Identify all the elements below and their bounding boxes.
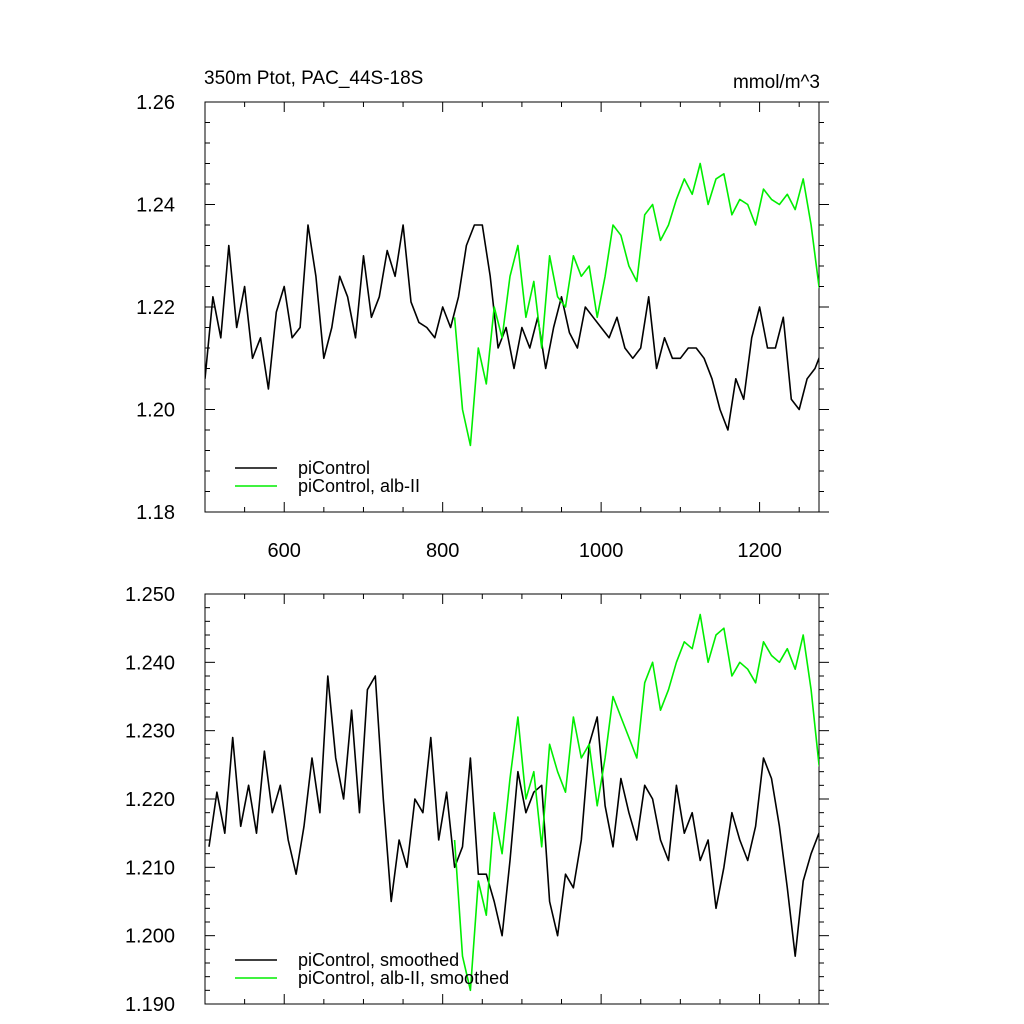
bottom-legend-label: piControl, smoothed (298, 950, 459, 970)
bottom-ytick-label: 1.220 (125, 789, 175, 811)
top-ytick-label: 1.24 (136, 195, 175, 217)
top-title-left: 350m Ptot, PAC_44S-18S (204, 68, 423, 89)
bottom-ytick-label: 1.230 (125, 721, 175, 743)
top-title-right: mmol/m^3 (733, 72, 820, 93)
top-series-black-line (205, 224, 819, 431)
bottom-series-green-line (453, 613, 819, 992)
top-ytick-label: 1.26 (136, 92, 175, 114)
bottom-plot-frame (204, 593, 820, 1005)
top-xtick-label: 1200 (737, 540, 782, 562)
top-ytick-label: 1.18 (136, 502, 175, 524)
top-panel: 350m Ptot, PAC_44S-18S mmol/m^3 600 800 10… (136, 68, 829, 562)
bottom-ytick-label: 1.250 (125, 584, 175, 606)
bottom-series-black-line (208, 675, 819, 958)
top-series-green-line (453, 162, 819, 447)
bottom-ytick-label: 1.210 (125, 857, 175, 879)
top-plot-frame (204, 101, 820, 513)
top-legend-label: piControl (298, 458, 370, 478)
bottom-legend-label: piControl, alb-II, smoothed (298, 968, 509, 988)
top-legend-label: piControl, alb-II (298, 476, 420, 496)
bottom-ytick-label: 1.190 (125, 994, 175, 1016)
top-ytick-label: 1.20 (136, 400, 175, 422)
bottom-ytick-label: 1.240 (125, 652, 175, 674)
top-xtick-label: 800 (426, 540, 459, 562)
bottom-ytick-label: 1.200 (125, 926, 175, 948)
top-xtick-label: 1000 (579, 540, 624, 562)
top-ytick-label: 1.22 (136, 297, 175, 319)
top-xtick-label: 600 (268, 540, 301, 562)
bottom-panel: 1.190 1.200 1.210 1.220 1.230 1.240 1.250 piCon… (125, 584, 829, 1016)
